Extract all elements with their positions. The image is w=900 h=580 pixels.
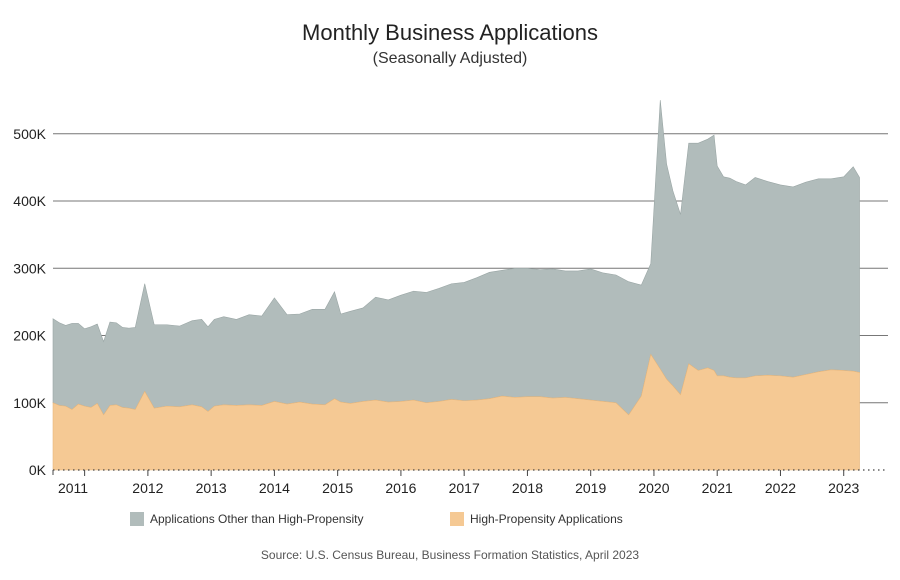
y-tick-label: 100K [13,395,46,411]
x-tick-label: 2019 [575,480,606,496]
y-tick-label: 0K [29,462,47,478]
x-tick-label: 2022 [765,480,796,496]
x-tick-label: 2020 [638,480,669,496]
chart-title: Monthly Business Applications [302,20,598,45]
y-tick-label: 300K [13,260,46,276]
x-tick-label: 2016 [385,480,416,496]
x-tick-label: 2015 [322,480,353,496]
legend-swatch-other [130,512,144,526]
y-tick-label: 400K [13,193,46,209]
axes: 0K 100K 200K 300K 400K 500K 2011 2012 2013 2014 20… [13,126,888,496]
legend-swatch-high-propensity [450,512,464,526]
legend-label-high-propensity: High-Propensity Applications [470,512,623,526]
series-area-other [52,100,860,416]
y-tick-label: 500K [13,126,46,142]
legend-label-other: Applications Other than High-Propensity [150,512,364,526]
x-tick-label: 2011 [58,480,88,496]
x-tick-label: 2021 [702,480,733,496]
chart-source: Source: U.S. Census Bureau, Business For… [260,548,640,562]
x-tick-label: 2017 [449,480,480,496]
chart-subtitle: (Seasonally Adjusted) [372,50,528,67]
y-tick-label: 200K [13,328,46,344]
legend-item-other: Applications Other than High-Propensity [130,511,363,527]
area-chart: 0K 100K 200K 300K 400K 500K 2011 2012 2013 2014 20… [13,100,888,496]
legend-item-high-propensity: High-Propensity Applications [450,511,623,527]
x-tick-label: 2012 [132,480,163,496]
x-tick-label: 2018 [512,480,543,496]
chart-areas [52,100,860,471]
x-tick-label: 2013 [196,480,227,496]
x-tick-label: 2023 [828,480,859,496]
x-tick-label: 2014 [259,480,290,496]
